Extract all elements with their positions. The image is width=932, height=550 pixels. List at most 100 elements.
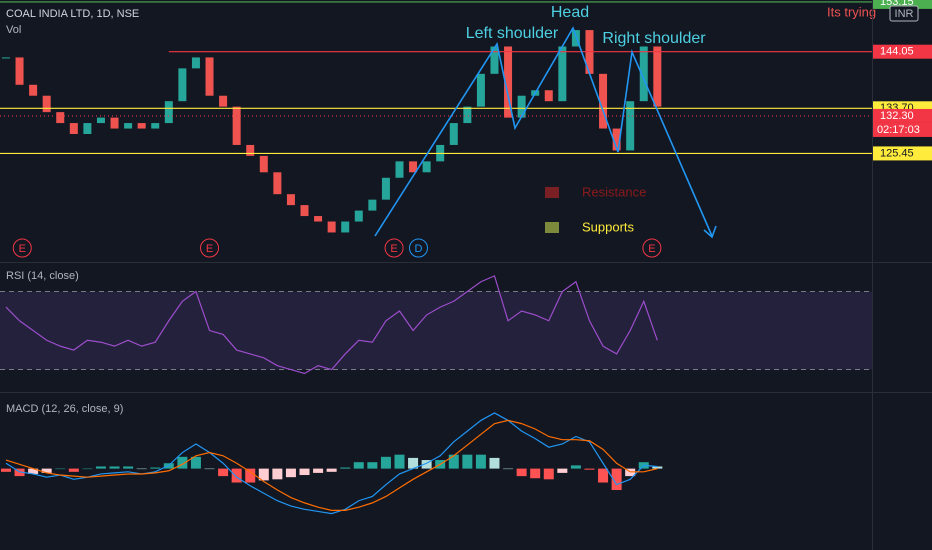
candle (327, 221, 336, 233)
histogram-bar (652, 466, 663, 469)
histogram-bar (123, 466, 134, 469)
event-marker (408, 238, 428, 258)
histogram-bar (272, 468, 283, 480)
candle (124, 123, 133, 129)
candle (15, 57, 24, 85)
histogram-bar (611, 468, 622, 491)
event-marker (384, 238, 404, 258)
candle (29, 84, 38, 96)
candle (246, 144, 255, 156)
histogram-bar (258, 468, 269, 481)
candle (653, 46, 662, 107)
histogram-bar (190, 456, 201, 469)
candle (232, 106, 241, 145)
note: Its trying (827, 4, 876, 19)
candle (422, 161, 431, 173)
arrow-head (703, 225, 717, 239)
macd-line (5, 419, 658, 511)
histogram-bar (462, 454, 473, 469)
histogram-bar (516, 468, 527, 477)
candle (354, 210, 363, 222)
candle (409, 161, 418, 173)
candle (259, 155, 268, 173)
candle (463, 106, 472, 124)
volume-label: Vol (6, 24, 21, 36)
level-label: 125.45 (880, 147, 914, 159)
histogram-bar (584, 468, 595, 470)
histogram-bar (41, 468, 52, 473)
candle (341, 221, 350, 233)
histogram-bar (109, 466, 120, 469)
level-label: 132.30 (880, 110, 914, 122)
marks: E E E D E Resistance Supports (0, 1, 872, 515)
candle (273, 172, 282, 195)
macd-line (5, 412, 658, 515)
currency: INR (895, 8, 914, 20)
candle (56, 112, 65, 124)
legend-label: Supports (582, 219, 635, 234)
candle (1, 57, 10, 59)
rsi-band (0, 291, 872, 370)
event-label: E (206, 243, 213, 255)
histogram-bar (448, 454, 459, 469)
histogram-bar (598, 468, 609, 483)
candle (381, 177, 390, 200)
histogram-bar (299, 468, 310, 476)
candle (69, 123, 78, 135)
event-marker (12, 238, 32, 258)
candle (164, 101, 173, 124)
candle (178, 68, 187, 102)
event-label: E (19, 243, 26, 255)
legend-swatch (545, 187, 559, 198)
histogram-bar (204, 468, 215, 470)
histogram-bar (55, 468, 66, 470)
candle (639, 46, 648, 102)
symbol-title: COAL INDIA LTD, 1D, NSE (6, 8, 139, 20)
candle (314, 216, 323, 222)
histogram-bar (82, 468, 93, 470)
candle (286, 194, 295, 206)
histogram-bar (489, 457, 500, 469)
countdown-box (873, 122, 932, 137)
legend-swatch (545, 222, 559, 233)
annotation-right-shoulder: Right shoulder (602, 30, 706, 47)
annotation-left-shoulder: Left shoulder (466, 25, 559, 42)
histogram-bar (394, 454, 405, 469)
histogram-bar (380, 456, 391, 469)
candle (490, 46, 499, 74)
candle (476, 73, 485, 107)
level-box (873, 44, 932, 59)
legend-label: Resistance (582, 184, 646, 199)
histogram-bar (367, 462, 378, 469)
rsi-title: RSI (14, close) (6, 270, 79, 282)
histogram-bar (68, 468, 79, 472)
candle (612, 128, 621, 151)
histogram-bar (326, 468, 337, 472)
candle (96, 117, 105, 124)
candle (205, 57, 214, 96)
histogram-bar (0, 468, 11, 472)
candle (544, 90, 553, 102)
rsi-line (5, 275, 658, 375)
candle (151, 123, 160, 129)
histogram-bar (557, 468, 568, 473)
level-label: 144.05 (880, 46, 914, 58)
event-label: E (648, 243, 655, 255)
candle (137, 123, 146, 129)
candle (504, 46, 513, 118)
histogram-bar (421, 460, 432, 469)
annotation-head: Head (551, 4, 589, 21)
candle (558, 46, 567, 102)
histogram-bar (136, 468, 147, 470)
histogram-bar (177, 456, 188, 469)
histogram-bar (218, 468, 229, 477)
histogram-bar (150, 467, 161, 469)
candle (219, 95, 228, 107)
candle (368, 199, 377, 211)
histogram-bar (313, 468, 324, 473)
histogram-bar (475, 454, 486, 469)
candle (599, 73, 608, 129)
candle (191, 57, 200, 69)
candle (395, 161, 404, 178)
histogram-bar (340, 467, 351, 469)
